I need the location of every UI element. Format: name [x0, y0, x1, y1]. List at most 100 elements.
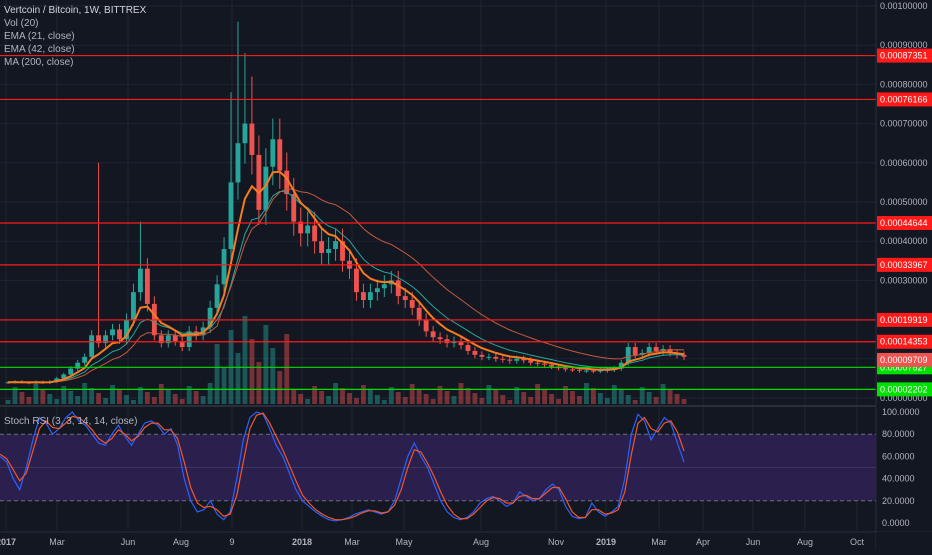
- volume-bar: [458, 383, 464, 404]
- volume-bar: [674, 394, 680, 404]
- candle-body: [284, 170, 290, 195]
- volume-bar: [263, 325, 269, 404]
- volume-bar: [19, 392, 25, 404]
- volume-bar: [82, 383, 88, 404]
- symbol-title[interactable]: Vertcoin / Bitcoin, 1W, BITTREX: [4, 5, 147, 16]
- candle-body: [214, 284, 220, 308]
- candle-body: [235, 143, 241, 183]
- price-tick-label: 0.00070000: [880, 119, 928, 129]
- volume-bar: [465, 388, 471, 404]
- time-tick-label: Mar: [651, 537, 667, 547]
- level-price-tag: [877, 257, 932, 272]
- volume-bar: [367, 390, 373, 404]
- level-price-tag: [877, 334, 932, 349]
- rsi-tick-label: 60.0000: [882, 451, 915, 461]
- rsi-tick-label: 100.0000: [882, 407, 920, 417]
- candle-body: [263, 166, 269, 210]
- volume-bar: [430, 399, 436, 404]
- volume-bar: [277, 371, 283, 404]
- candle-body: [5, 382, 11, 384]
- volume-bar: [40, 389, 46, 404]
- volume-bar: [151, 397, 157, 404]
- time-tick-label: Apr: [696, 537, 710, 547]
- candle-body: [486, 356, 492, 358]
- candle-body: [458, 341, 464, 346]
- candle-body: [270, 139, 276, 167]
- candle-body: [61, 374, 67, 379]
- legend-vol[interactable]: Vol (20): [4, 18, 39, 29]
- price-tick-label: 0.00030000: [880, 275, 928, 285]
- volume-bar: [214, 344, 220, 404]
- candle-body: [437, 337, 443, 340]
- volume-bar: [437, 386, 443, 404]
- volume-bar: [556, 399, 561, 404]
- candle-body: [360, 292, 366, 300]
- candle-body: [277, 139, 283, 171]
- volume-bar: [660, 384, 666, 404]
- volume-bar: [347, 393, 352, 404]
- volume-bar: [249, 339, 255, 404]
- time-tick-label: Aug: [473, 537, 489, 547]
- level-price-tag: [877, 48, 932, 63]
- candle-body: [333, 241, 338, 250]
- legend-ema42[interactable]: EMA (42, close): [4, 44, 75, 55]
- volume-bar: [333, 383, 338, 404]
- candle-body: [416, 307, 422, 320]
- candle-body: [465, 345, 471, 351]
- candle-body: [158, 335, 164, 344]
- time-tick-label: 2019: [596, 537, 616, 547]
- stoch-rsi-d-line: [0, 412, 685, 521]
- rsi-tick-label: 80.0000: [882, 429, 915, 439]
- volume-bar: [493, 390, 499, 404]
- rsi-legend: Stoch RSI (3, 3, 14, 14, close): [4, 415, 137, 428]
- candle-body: [103, 335, 109, 344]
- candle-body: [493, 356, 499, 359]
- volume-bar: [33, 384, 39, 404]
- last-price-tag: [877, 352, 932, 367]
- legend-ema21[interactable]: EMA (21, close): [4, 31, 75, 42]
- volume-bar: [193, 391, 199, 404]
- volume-bar: [632, 400, 638, 404]
- volume-bar: [165, 389, 171, 404]
- volume-bar: [242, 316, 248, 404]
- last-price-label: 0.00009709: [880, 355, 928, 365]
- volume-bar: [131, 400, 136, 404]
- candle-body: [305, 225, 311, 234]
- price-tick-label: 0.00090000: [880, 40, 928, 50]
- candle-body: [354, 268, 359, 293]
- volume-bar: [402, 397, 408, 404]
- volume-bar: [305, 399, 311, 404]
- candle-body: [381, 284, 387, 289]
- volume-bar: [625, 395, 631, 404]
- volume-bar: [360, 385, 366, 404]
- rsi-tick-label: 40.0000: [882, 474, 915, 484]
- candle-body: [528, 360, 534, 363]
- volume-bar: [284, 334, 290, 404]
- price-tick-label: 0.00000000: [880, 393, 928, 403]
- candle-body: [563, 368, 568, 370]
- candle-body: [165, 335, 171, 344]
- legend-ma200[interactable]: MA (200, close): [4, 57, 74, 68]
- candle-body: [207, 307, 213, 328]
- level-price-label: 0.00076166: [880, 94, 928, 104]
- rsi-title[interactable]: Stoch RSI (3, 3, 14, 14, close): [4, 416, 138, 427]
- candle-body: [653, 347, 659, 351]
- volume-bar: [597, 393, 603, 404]
- rsi-tick-label: 0.0000: [882, 518, 910, 528]
- candle-body: [228, 182, 234, 250]
- volume-bar: [75, 396, 81, 404]
- time-tick-label: Aug: [173, 537, 189, 547]
- volume-bar: [291, 389, 297, 404]
- candle-body: [312, 225, 318, 242]
- time-tick-label: 2017: [0, 537, 16, 547]
- volume-bar: [117, 390, 122, 404]
- price-tick-label: 0.00060000: [880, 158, 928, 168]
- candle-body: [472, 350, 478, 355]
- volume-bar: [374, 395, 380, 404]
- volume-bar: [535, 384, 541, 404]
- level-price-tag: [877, 92, 932, 107]
- candle-body: [144, 268, 150, 304]
- volume-bar: [221, 367, 227, 404]
- volume-bar: [604, 398, 610, 404]
